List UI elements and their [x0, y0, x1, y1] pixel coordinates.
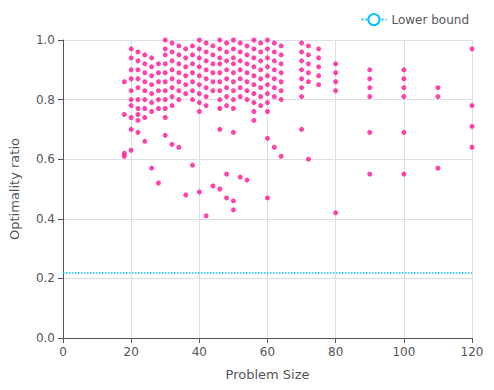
svg-text:40: 40 — [192, 345, 207, 359]
svg-text:Problem Size: Problem Size — [226, 367, 310, 382]
svg-text:0.2: 0.2 — [36, 271, 55, 285]
svg-text:0.4: 0.4 — [36, 212, 55, 226]
svg-text:Optimality ratio: Optimality ratio — [7, 138, 22, 240]
svg-text:1.0: 1.0 — [36, 33, 55, 47]
svg-text:0.8: 0.8 — [36, 93, 55, 107]
svg-text:60: 60 — [260, 345, 275, 359]
svg-text:120: 120 — [461, 345, 484, 359]
svg-text:80: 80 — [328, 345, 343, 359]
svg-text:Lower bound: Lower bound — [391, 13, 469, 27]
svg-text:0: 0 — [59, 345, 67, 359]
svg-text:20: 20 — [124, 345, 139, 359]
svg-text:0.0: 0.0 — [36, 331, 55, 345]
svg-text:100: 100 — [392, 345, 415, 359]
svg-text:0.6: 0.6 — [36, 152, 55, 166]
